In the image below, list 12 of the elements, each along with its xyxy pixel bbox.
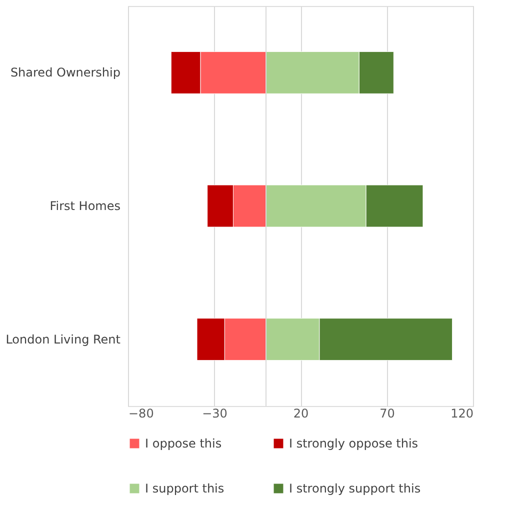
x-tick-label: −80: [128, 406, 154, 420]
x-tick-label: 70: [380, 406, 395, 420]
y-tick-label: First Homes: [50, 199, 120, 213]
x-tick-label: −30: [202, 406, 228, 420]
legend-label: I strongly oppose this: [289, 436, 418, 451]
y-tick-label: Shared Ownership: [10, 66, 120, 80]
x-tick-label: 120: [450, 406, 474, 420]
legend-label: I oppose this: [145, 436, 222, 451]
y-tick-label: London Living Rent: [6, 332, 121, 346]
legend-label: I strongly support this: [289, 482, 421, 496]
legend-label: I support this: [145, 482, 224, 496]
x-tick-label: 20: [293, 406, 309, 420]
